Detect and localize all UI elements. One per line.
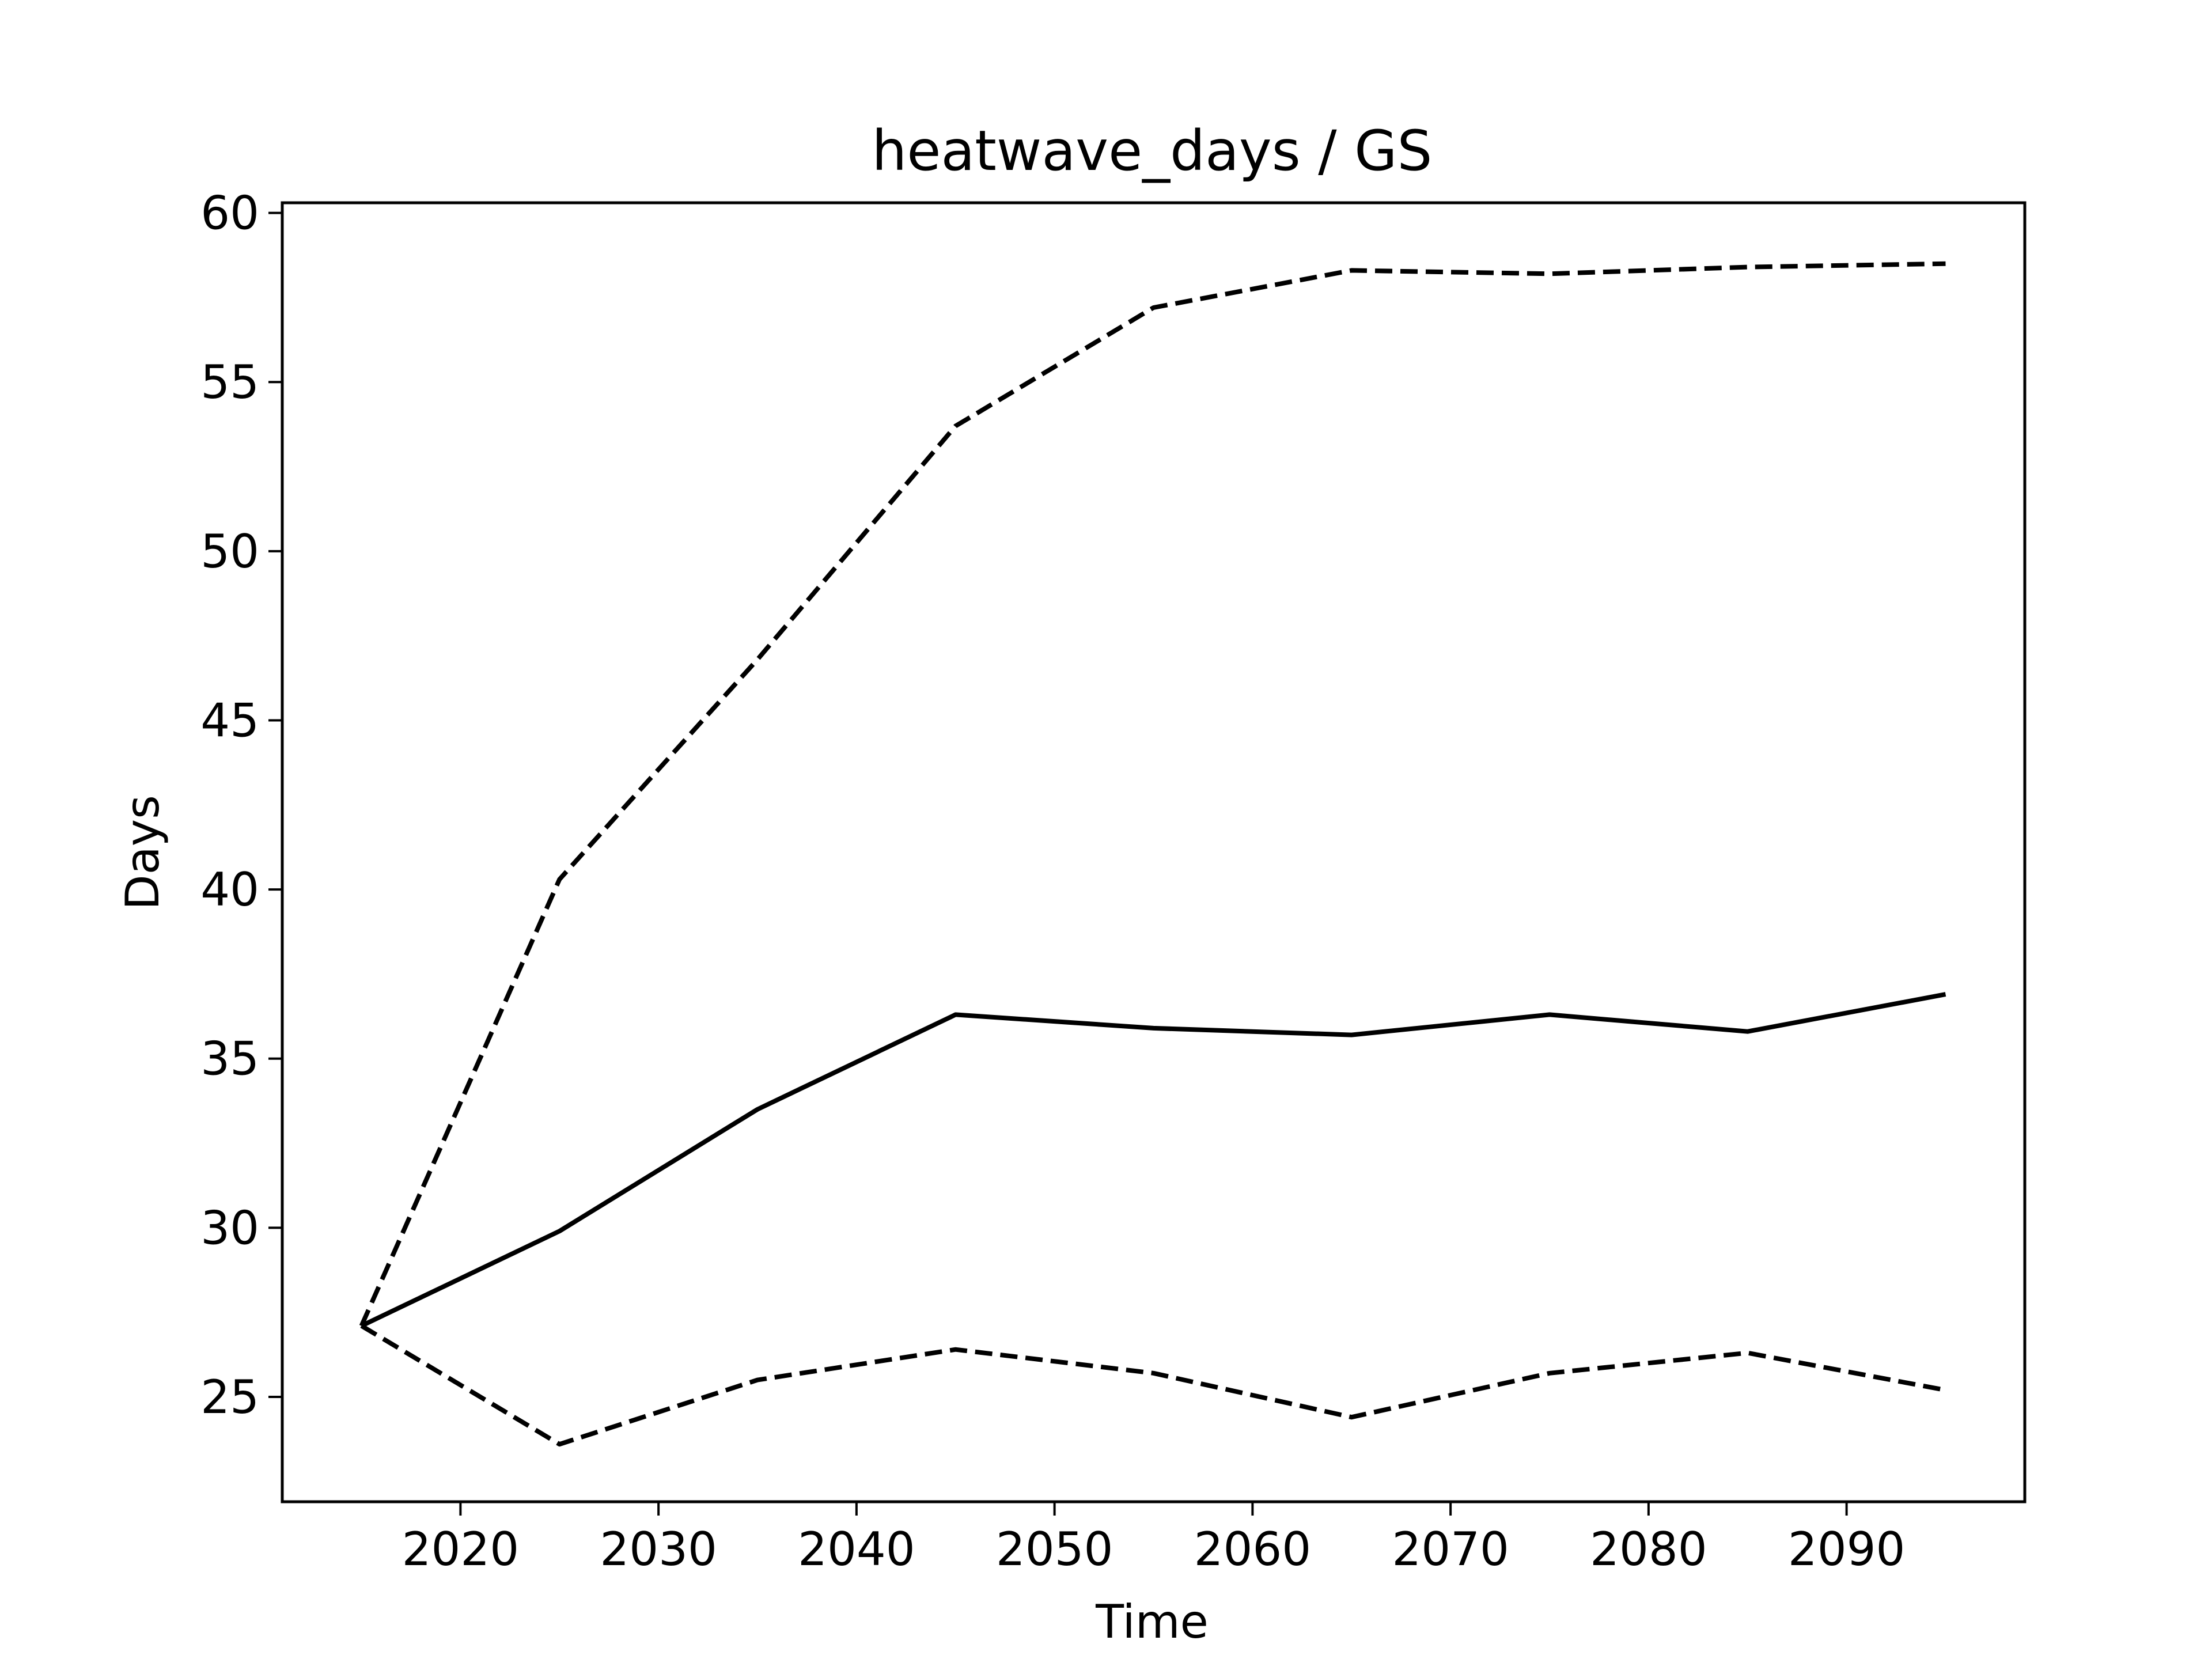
plot-area: 2020 2030 2040 2050 2060 2070 2080 2090 25 30 35 40…: [200, 187, 1946, 1576]
y-tick-label: 35: [200, 1032, 259, 1086]
x-tick-label: 2030: [600, 1522, 717, 1576]
x-tick-label: 2090: [1788, 1522, 1906, 1576]
y-tick-label: 25: [200, 1370, 259, 1424]
y-axis-label: Days: [116, 795, 169, 910]
x-axis-label: Time: [1095, 1595, 1209, 1649]
x-tick-label: 2050: [996, 1522, 1113, 1576]
x-tick-label: 2080: [1590, 1522, 1707, 1576]
series-line-lower: [360, 1324, 1946, 1447]
y-tick-label: 50: [200, 525, 259, 578]
y-tick-label: 30: [200, 1201, 259, 1255]
chart-title: heatwave_days / GS: [872, 119, 1433, 183]
y-tick-label: 45: [200, 694, 259, 747]
series-line-upper: [359, 261, 1946, 1327]
x-tick-label: 2060: [1194, 1522, 1312, 1576]
x-tick-label: 2020: [402, 1522, 520, 1576]
y-tick-label: 55: [200, 355, 259, 409]
y-tick-label: 60: [200, 187, 259, 240]
series-line-mean: [360, 992, 1946, 1328]
y-tick-label: 40: [200, 863, 259, 916]
axes-frame: [281, 201, 2027, 1503]
x-tick-label: 2070: [1392, 1522, 1509, 1576]
x-tick-label: 2040: [798, 1522, 915, 1576]
